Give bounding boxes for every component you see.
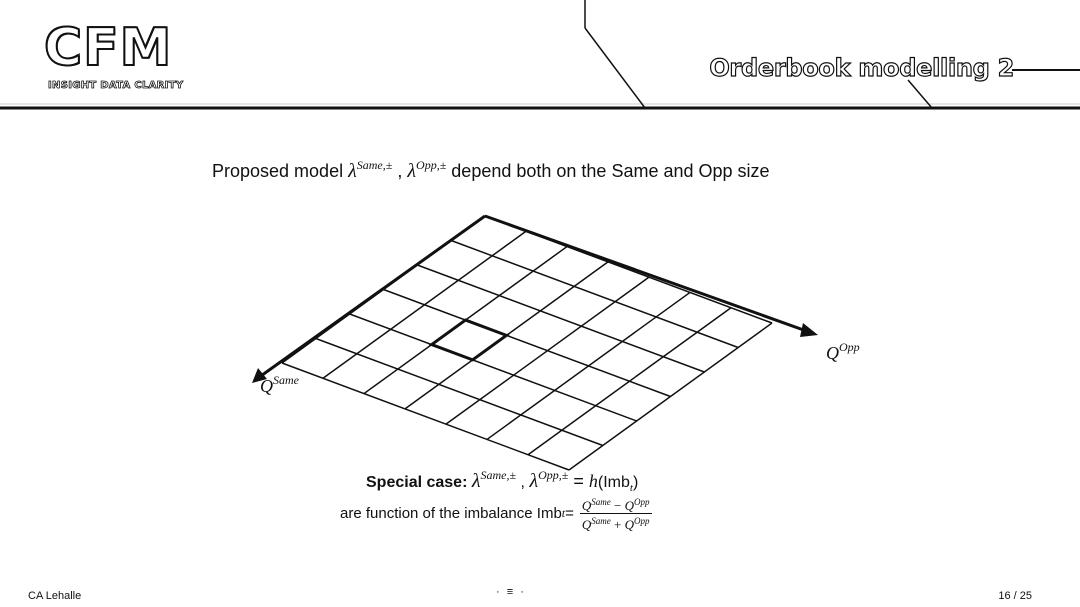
den-opp-sup: Opp (634, 516, 650, 526)
logo-wordmark: CFM (43, 17, 173, 79)
lambda-symbol: λ (348, 160, 357, 182)
imb-close: ) (632, 474, 639, 491)
grid-line-opp-direction (281, 362, 570, 471)
footer-nav-icons[interactable]: · ≡ · (496, 586, 526, 598)
special-comma: , (516, 474, 530, 491)
special-case-line: Special case: λSame,± , λOpp,± = h(Imbt) (366, 468, 638, 494)
axis-opp-q: Q (826, 343, 839, 363)
sup-opp: Opp,± (416, 158, 447, 172)
sup-same: Same,± (356, 158, 393, 172)
den-same-sup: Same (591, 516, 611, 526)
footer-page-number: 16 / 25 (998, 590, 1032, 602)
function-line: are function of the imbalance Imb t = QSa… (340, 496, 652, 531)
grid-line-opp-direction (315, 337, 604, 447)
axis-opp-sup: Opp (839, 340, 860, 354)
slide-title: Orderbook modelling 2 (709, 53, 1015, 82)
function-text: are function of the imbalance Imb (340, 505, 562, 522)
grid-line-same-direction (527, 307, 732, 456)
function-equals: = (565, 505, 574, 522)
footer-author: CA Lehalle (28, 590, 82, 602)
num-q-same: Q (581, 498, 592, 513)
intro-sentence: Proposed model λSame,± , λOpp,± depend b… (212, 158, 770, 183)
num-same-sup: Same (591, 497, 611, 507)
grid-line-same-direction (322, 230, 527, 379)
fraction-numerator: QSame − QOpp (579, 496, 652, 514)
grid-line-opp-direction (383, 288, 671, 398)
sup-opp: Opp,± (538, 468, 569, 482)
special-equals: = (568, 471, 589, 491)
sup-same: Same,± (480, 468, 517, 482)
highlighted-cell (428, 318, 510, 362)
cfm-logo: CFM INSIGHT DATA CLARITY (43, 17, 194, 100)
axis-same-q: Q (260, 376, 273, 396)
axis-same-arrow (257, 214, 486, 380)
grid-line-same-direction (445, 276, 650, 425)
grid-line-opp-direction (349, 313, 637, 422)
axis-same-arrowhead (252, 368, 267, 383)
axis-opp-arrowhead (800, 323, 818, 337)
grid-line-opp-direction (417, 264, 705, 373)
axis-opp-arrow (484, 214, 813, 335)
lambda-symbol: λ (471, 470, 481, 492)
imb-sub-t: t (629, 482, 633, 494)
axis-same-sup: Same (273, 373, 299, 387)
den-q-same: Q (581, 517, 592, 532)
num-minus: − (610, 498, 625, 513)
imbalance-fraction: QSame − QOpp QSame + QOpp (579, 496, 652, 531)
grid-line-same-direction (486, 291, 691, 441)
header-decoration (0, 0, 1080, 110)
lambda-symbol: λ (407, 160, 417, 182)
h-function: h (588, 471, 598, 491)
axis-same-label: QSame (260, 373, 299, 397)
den-plus: + (610, 517, 625, 532)
intro-suffix: depend both on the Same and Opp size (446, 161, 770, 181)
function-sub-t: t (561, 506, 566, 520)
den-q-opp: Q (624, 517, 635, 532)
grid-line-same-direction (568, 322, 773, 471)
intro-prefix: Proposed model (212, 161, 349, 181)
logo-tagline: INSIGHT DATA CLARITY (48, 80, 184, 92)
grid-line-opp-direction (450, 239, 739, 349)
num-opp-sup: Opp (634, 497, 650, 507)
num-q-opp: Q (624, 498, 635, 513)
lambda-symbol: λ (529, 470, 539, 492)
intro-comma: , (392, 161, 408, 181)
fraction-denominator: QSame + QOpp (580, 514, 652, 531)
imb-open: (Imb (597, 474, 630, 491)
axis-opp-label: QOpp (826, 340, 860, 364)
special-case-label: Special case: (366, 474, 472, 491)
